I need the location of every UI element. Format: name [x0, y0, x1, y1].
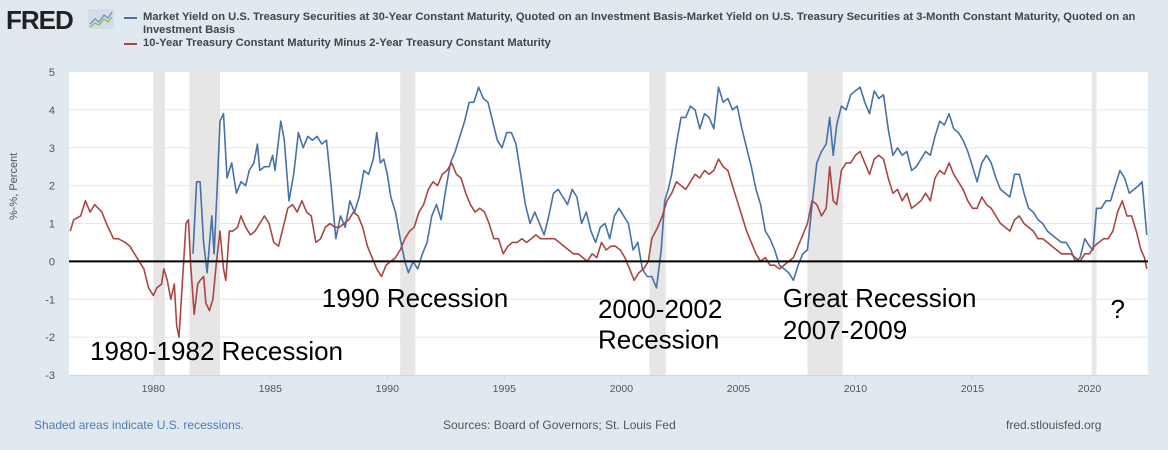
- legend-swatch-blue: [124, 17, 137, 19]
- y-tick-label: -2: [45, 332, 55, 344]
- y-tick-label: 4: [49, 105, 55, 117]
- annotation-label: ?: [1111, 294, 1125, 324]
- y-tick-label: -1: [45, 294, 55, 306]
- annotation-label: Recession: [598, 324, 719, 354]
- legend-label: Market Yield on U.S. Treasury Securities…: [143, 11, 1136, 36]
- legend-swatch-red: [124, 43, 137, 45]
- site-link[interactable]: fred.stlouisfed.org: [1006, 418, 1102, 432]
- recession-note: Shaded areas indicate U.S. recessions.: [34, 418, 245, 432]
- chart-line-icon: [88, 9, 114, 29]
- annotation-label: 2007-2009: [783, 315, 907, 345]
- y-tick-label: -3: [45, 370, 55, 382]
- x-tick-label: 1995: [493, 383, 517, 395]
- annotation-label: Great Recession: [783, 283, 977, 313]
- x-tick-label: 2020: [1078, 383, 1102, 395]
- x-tick-label: 1985: [259, 383, 283, 395]
- annotation-label: 1980-1982 Recession: [90, 336, 343, 366]
- x-tick-label: 2000: [610, 383, 634, 395]
- y-tick-label: 2: [49, 181, 55, 193]
- x-tick-label: 2005: [727, 383, 751, 395]
- chart-legend: Market Yield on U.S. Treasury Securities…: [124, 11, 1153, 50]
- legend-item-blue: Market Yield on U.S. Treasury Securities…: [124, 11, 1153, 37]
- legend-item-red: 10-Year Treasury Constant Maturity Minus…: [124, 37, 1153, 50]
- fred-logo: FRED: [6, 5, 74, 35]
- x-tick-label: 2015: [961, 383, 985, 395]
- x-tick-label: 1980: [142, 383, 166, 395]
- x-tick-label: 2010: [844, 383, 868, 395]
- annotation-label: 1990 Recession: [322, 283, 508, 313]
- y-tick-label: 5: [49, 67, 55, 79]
- x-tick-label: 1990: [376, 383, 400, 395]
- y-tick-label: 0: [49, 256, 55, 268]
- y-tick-label: 1: [49, 219, 55, 231]
- y-tick-label: 3: [49, 143, 55, 155]
- series-line: [192, 86, 1148, 289]
- series-line: [69, 150, 1148, 338]
- legend-label: 10-Year Treasury Constant Maturity Minus…: [143, 37, 551, 49]
- annotation-label: 2000-2002: [598, 294, 722, 324]
- sources-text: Sources: Board of Governors; St. Louis F…: [443, 418, 676, 432]
